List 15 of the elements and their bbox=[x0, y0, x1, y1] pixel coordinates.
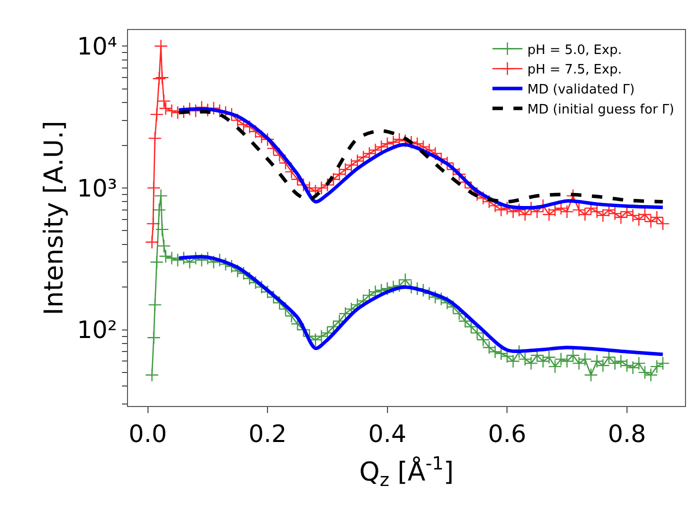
y-tick-label: 10³ bbox=[77, 174, 118, 202]
legend-label: MD (validated Γ) bbox=[527, 82, 635, 98]
line-series bbox=[177, 255, 665, 356]
legend-label: pH = 7.5, Exp. bbox=[527, 62, 622, 78]
legend-label: pH = 5.0, Exp. bbox=[527, 42, 622, 58]
x-tick-label: 0.8 bbox=[608, 420, 646, 448]
x-tick-label: 0.4 bbox=[368, 420, 406, 448]
x-tick-label: 0.2 bbox=[248, 420, 287, 448]
y-axis-title: Intensity [A.U.] bbox=[39, 120, 70, 316]
x-axis-title: Q$_{z}$ [Å$^{-1}$] bbox=[359, 454, 454, 491]
y-tick-label: 10² bbox=[77, 316, 118, 344]
x-tick-label: 0.0 bbox=[128, 420, 167, 448]
x-tick-label: 0.6 bbox=[488, 420, 526, 448]
y-tick-label: 10⁴ bbox=[77, 32, 118, 61]
legend-label: MD (initial guess for Γ) bbox=[527, 102, 674, 118]
